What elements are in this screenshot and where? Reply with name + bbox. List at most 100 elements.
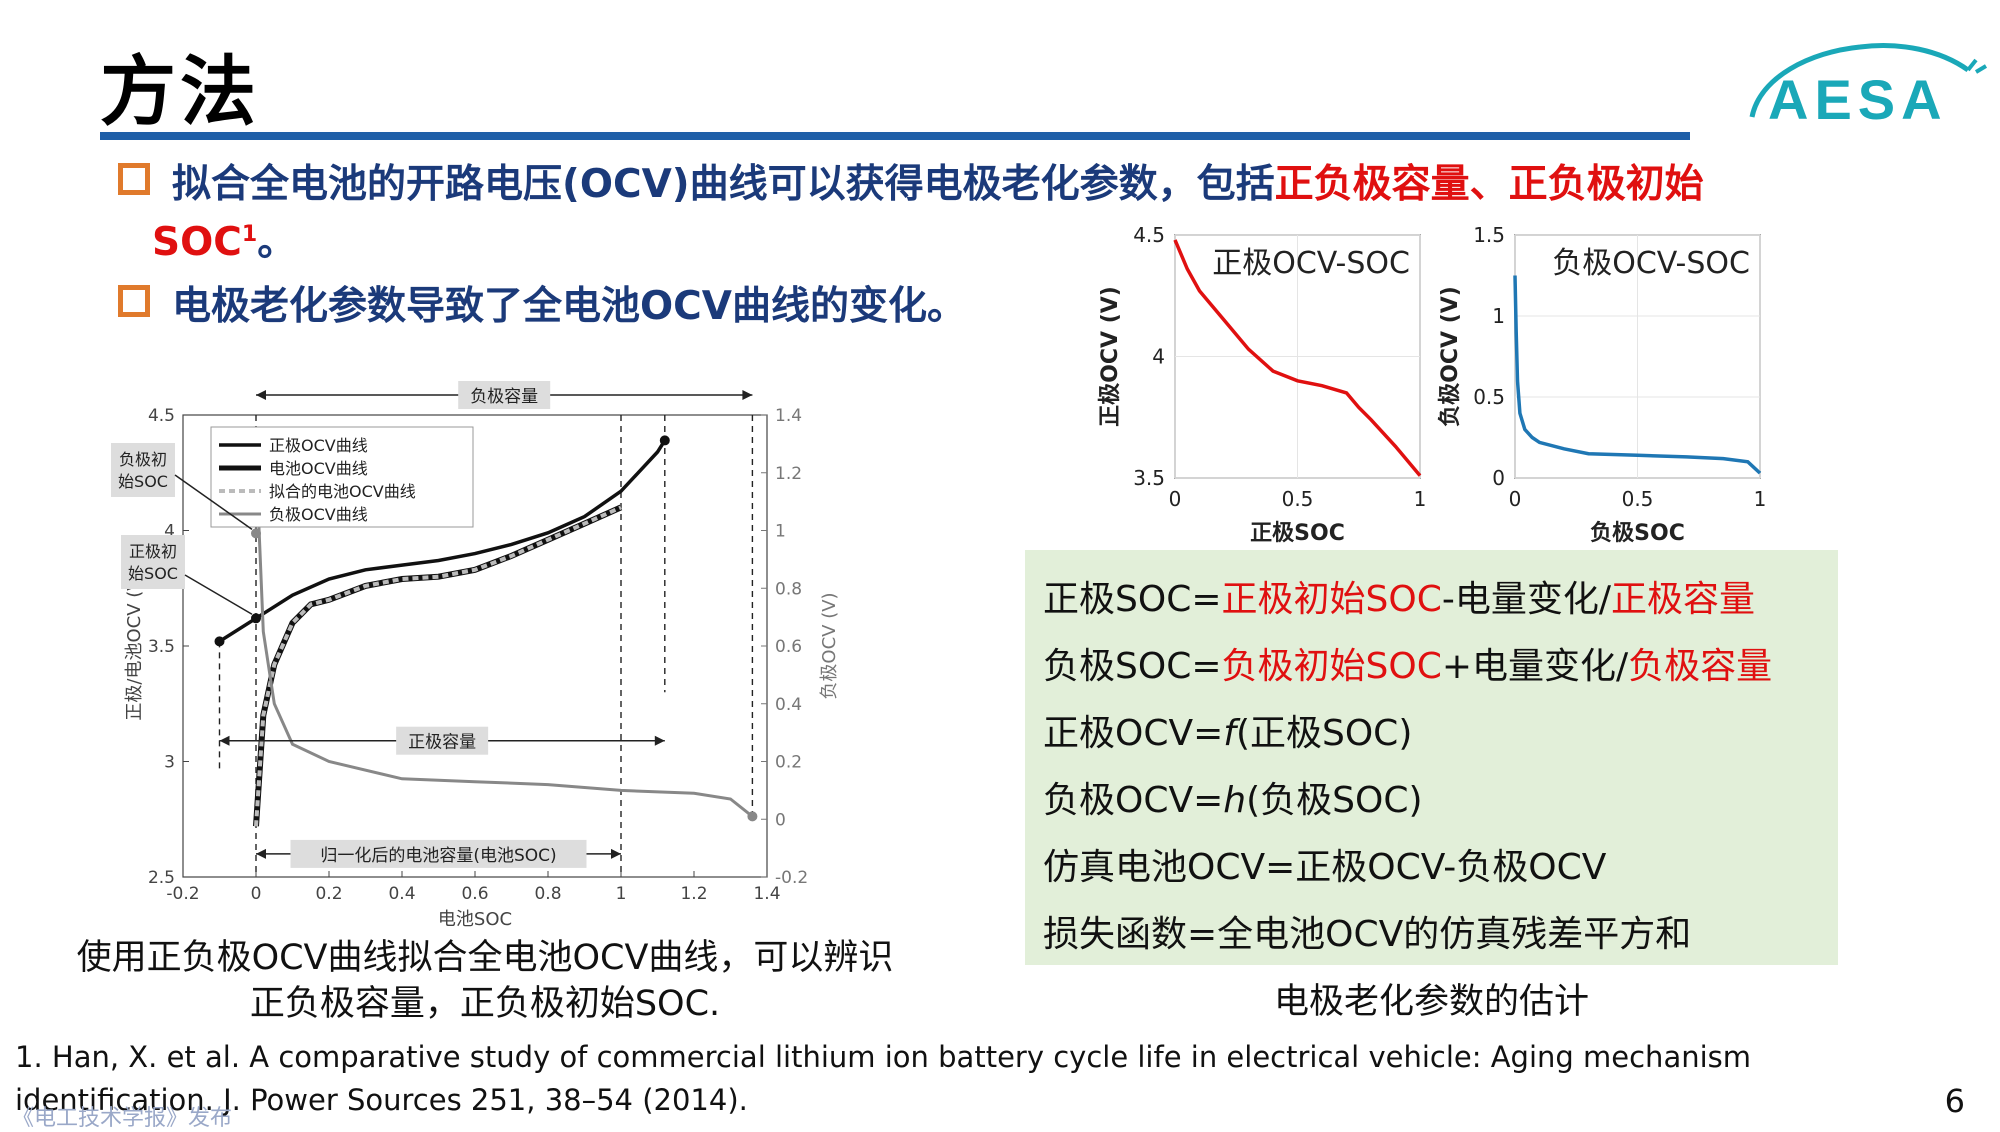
legend-label: 负极OCV曲线 (269, 505, 368, 524)
title-underline (100, 132, 1690, 140)
main-chart-caption: 使用正负极OCV曲线拟合全电池OCV曲线，可以辨识 正负极容量，正负极初始SOC… (76, 938, 894, 1024)
formula-caption: 电极老化参数的估计 (1273, 982, 1589, 1022)
neg-init-soc-callout: 负极初 (119, 450, 167, 469)
x-tick-label: 0.6 (461, 884, 488, 904)
y2-tick-label: 1.2 (775, 464, 802, 484)
normalized-arrow-label-bg (290, 839, 587, 868)
positive-ocv-soc-chart: 0 0.5 1 3.5 4 4.5 正极OCV-SOC 正极SOC 正极OCV (V) (1098, 223, 1426, 545)
x-tick-label: 0.2 (315, 884, 342, 904)
reference-line-1: 1. Han, X. et al. A comparative study of… (15, 1040, 1752, 1074)
x-tick-label: 0 (251, 884, 262, 904)
y-tick-label: 2.5 (148, 868, 175, 888)
bullet-2: 电极老化参数导致了全电池OCV曲线的变化。 (118, 282, 966, 332)
neg-init-pointer (174, 474, 253, 531)
pos-chart-y-tick-label: 3.5 (1133, 466, 1165, 490)
y2-tick-label: 1 (775, 522, 786, 542)
neg-capacity-arrow-head-left (256, 390, 266, 400)
neg-chart-x-tick-label: 0 (1509, 487, 1522, 511)
neg-chart-title: 负极OCV-SOC (1552, 246, 1750, 281)
bullet-box-icon (118, 285, 150, 317)
neg-chart-y-tick-label: 0.5 (1473, 385, 1505, 409)
neg-chart-y-tick-label: 1 (1492, 304, 1505, 328)
pos-chart-y-tick-label: 4 (1152, 345, 1165, 369)
y-tick-label: 4.5 (148, 406, 175, 426)
legend-label: 电池OCV曲线 (269, 459, 368, 478)
negative-ocv-soc-chart: 0 0.5 1 0 0.5 1 1.5 负极OCV-SOC 负极SOC 负极OCV (V) (1438, 223, 1767, 545)
neg-chart-x-axis-label: 负极SOC (1590, 521, 1685, 545)
x-tick-label: -0.2 (166, 884, 199, 904)
y2-axis-label: 负极OCV (V) (819, 592, 840, 699)
pos-chart-x-axis-label: 正极SOC (1250, 521, 1345, 545)
bullet-1: 拟合全电池的开路电压(OCV)曲线可以获得电极老化参数，包括正负极容量、正负极初… (118, 160, 1704, 210)
pos-capacity-arrow-head-right (654, 735, 665, 746)
series-negative-ocv (254, 458, 754, 818)
negative-endpoint-marker (251, 528, 261, 539)
formula-pos-ocv: 正极OCV=f(正极SOC) (1043, 713, 1413, 754)
pos-chart-y-tick-label: 4.5 (1133, 223, 1165, 247)
normalized-arrow-head-left (256, 848, 266, 859)
y2-tick-label: 0 (775, 810, 786, 830)
y2-tick-label: 0.8 (775, 579, 802, 599)
pos-chart-series (1173, 239, 1422, 477)
endpoint-marker (659, 435, 670, 446)
series-positive-ocv (218, 439, 667, 643)
legend-label: 正极OCV曲线 (269, 436, 368, 455)
watermark: 《电工技术学报》发布 (12, 1106, 233, 1131)
y-tick-label: 3.5 (148, 637, 175, 657)
formula-neg-soc: 负极SOC=负极初始SOC+电量变化/负极容量 (1043, 646, 1773, 687)
pos-chart-y-axis-label: 正极OCV (V) (1098, 286, 1123, 427)
x-tick-label: 1.4 (753, 884, 780, 904)
pos-chart-x-tick-label: 0.5 (1282, 487, 1314, 511)
x-tick-label: 0.8 (534, 884, 561, 904)
bullet-box-icon (118, 163, 150, 195)
neg-chart-x-tick-label: 1 (1754, 487, 1767, 511)
x-tick-label: 0.4 (388, 884, 415, 904)
formula-neg-ocv: 负极OCV=h(负极SOC) (1043, 780, 1423, 821)
reference-line-2: identification. J. Power Sources 251, 38… (15, 1083, 748, 1117)
normalized-arrow-label: 归一化后的电池容量(电池SOC) (320, 846, 556, 866)
aesa-logo: AESA (1749, 43, 1988, 131)
neg-chart-y-tick-label: 0 (1492, 466, 1505, 490)
slide-title: 方法 (100, 47, 260, 136)
pos-chart-x-tick-label: 0 (1169, 487, 1182, 511)
series-fitted-ocv (254, 505, 622, 827)
legend-label: 拟合的电池OCV曲线 (269, 482, 416, 501)
x-tick-label: 1.2 (680, 884, 707, 904)
negative-endpoint-marker (747, 811, 758, 822)
x-tick-label: 1 (616, 884, 627, 904)
pos-capacity-arrow-label-bg (396, 726, 489, 755)
neg-init-soc-callout-bg (111, 443, 175, 497)
pos-chart-title: 正极OCV-SOC (1212, 246, 1410, 281)
neg-capacity-arrow-label: 负极容量 (470, 387, 538, 407)
endpoint-marker (251, 613, 261, 624)
neg-chart-series (1513, 275, 1762, 475)
neg-capacity-arrow-label-bg (458, 381, 551, 409)
y2-tick-label: -0.2 (775, 868, 808, 888)
endpoint-marker (214, 636, 225, 647)
normalized-arrow-head-right (611, 848, 621, 859)
formula-sim-ocv: 仿真电池OCV=正极OCV-负极OCV (1043, 847, 1607, 888)
neg-chart-y-tick-label: 1.5 (1473, 223, 1505, 247)
pos-capacity-arrow-label: 正极容量 (408, 733, 476, 753)
formula-box: 正极SOC=正极初始SOC-电量变化/正极容量 负极SOC=负极初始SOC+电量… (1025, 550, 1838, 965)
logo-text: AESA (1768, 68, 1948, 131)
page-number: 6 (1944, 1082, 1965, 1120)
y-tick-label: 3 (164, 753, 175, 773)
pos-init-soc-callout: 始SOC (128, 564, 178, 583)
pos-init-soc-callout: 正极初 (129, 542, 177, 561)
neg-init-soc-callout: 始SOC (118, 472, 168, 491)
neg-chart-y-axis-label: 负极OCV (V) (1438, 286, 1463, 427)
pos-init-pointer (184, 574, 253, 615)
bullet-1-continuation: SOC1。 (152, 220, 297, 265)
formula-loss: 损失函数=全电池OCV的仿真残差平方和 (1043, 914, 1692, 955)
pos-capacity-arrow-head-left (219, 735, 230, 746)
neg-chart-x-tick-label: 0.5 (1622, 487, 1654, 511)
y2-tick-label: 0.2 (775, 753, 802, 773)
ocv-fitting-chart: -0.2 0 0.2 0.4 0.6 0.8 1 1.2 1.4 2.5 3 3.5 4 4.5 -0.2 0… (111, 381, 840, 930)
x-axis-label: 电池SOC (438, 909, 512, 930)
formula-pos-soc: 正极SOC=正极初始SOC-电量变化/正极容量 (1043, 579, 1755, 620)
y-axis-label: 正极/电池OCV (V) (124, 571, 145, 720)
y2-tick-label: 1.4 (775, 406, 802, 426)
y2-tick-label: 0.6 (775, 637, 802, 657)
y-tick-label: 4 (164, 522, 175, 542)
